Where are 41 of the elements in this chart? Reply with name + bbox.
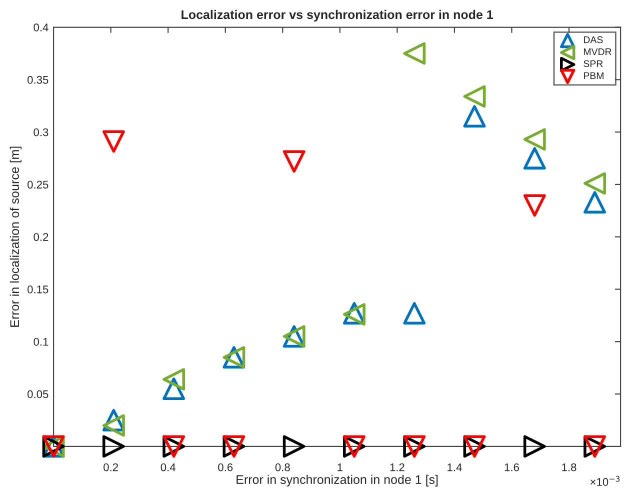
x-tick-label: 1.4 — [448, 463, 462, 472]
point — [403, 42, 426, 65]
x-tick-label: 1.2 — [390, 463, 404, 472]
y-tick-label: 0.2 — [34, 233, 48, 241]
x-tick-label: 0.6 — [218, 463, 233, 472]
x-tick-label: 1.6 — [504, 463, 519, 472]
legend-label: PBM — [584, 72, 604, 80]
y-axis-title: Error in localization of source [m] — [10, 146, 22, 327]
text: ×10$^{−3}$ — [590, 476, 620, 486]
point — [403, 302, 426, 325]
point — [523, 128, 546, 151]
point — [463, 85, 486, 108]
chart-title: Localization error vs synchronization error in node 1 — [182, 10, 493, 22]
x-tick-label: 0.8 — [275, 463, 290, 472]
point — [463, 105, 486, 128]
point — [523, 194, 546, 217]
y-tick-label: 0.35 — [28, 76, 48, 84]
x-tick-label: 1 — [338, 463, 342, 472]
point — [523, 435, 546, 458]
y-tick-label: 0.3 — [34, 128, 48, 136]
y-tick-label: 0.25 — [28, 180, 48, 189]
x-tick-label: 1.8 — [562, 463, 576, 472]
point — [282, 435, 306, 458]
point — [584, 172, 606, 195]
y-tick-label: 0.15 — [28, 285, 48, 294]
point — [282, 150, 306, 173]
legend-label: MVDR — [584, 48, 612, 56]
x-tick-label: 0.4 — [160, 463, 176, 472]
y-tick-label: 0.4 — [34, 24, 48, 32]
point — [162, 368, 186, 391]
legend-label: DAS — [584, 36, 603, 44]
point — [102, 414, 125, 437]
x-tick-label: 0.2 — [104, 463, 118, 472]
point — [584, 191, 606, 214]
y-tick-label: 0.05 — [28, 390, 48, 398]
point — [102, 130, 125, 153]
point — [102, 435, 125, 458]
legend-label: SPR — [584, 60, 603, 68]
y-tick-label: 0.1 — [34, 338, 48, 346]
point — [523, 147, 546, 170]
x-axis-title: Error in synchronization in node 1 [s] — [236, 474, 438, 486]
